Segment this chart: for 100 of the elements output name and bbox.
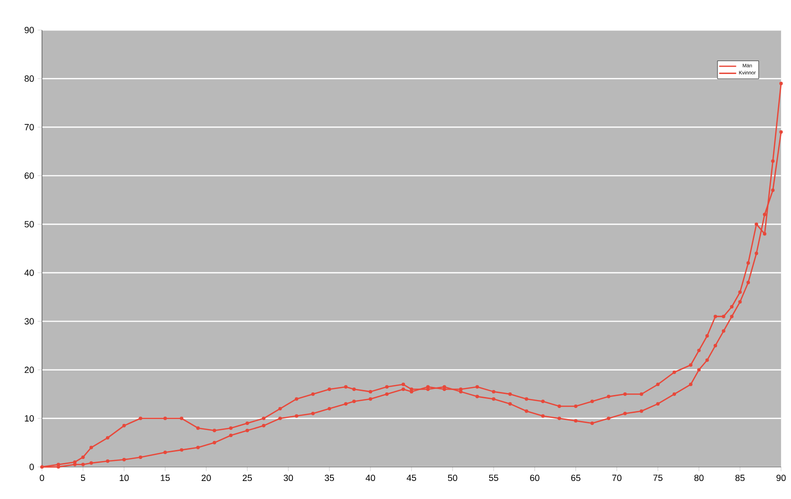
point: [344, 385, 348, 389]
point: [779, 82, 783, 86]
point: [508, 402, 512, 406]
point: [246, 422, 250, 426]
point: [229, 434, 233, 438]
point: [212, 428, 216, 432]
point: [762, 212, 766, 216]
point: [656, 382, 660, 386]
x-tick-label: 0: [40, 474, 44, 482]
point: [402, 382, 406, 386]
x-tick-label: 65: [571, 474, 580, 482]
y-tick-label: 20: [24, 366, 34, 374]
point: [623, 412, 627, 416]
point: [656, 402, 660, 406]
point: [278, 406, 282, 410]
point: [730, 305, 734, 309]
point: [762, 232, 766, 236]
point: [385, 392, 389, 396]
x-tick-label: 30: [284, 474, 293, 482]
point: [328, 388, 332, 392]
point: [294, 414, 298, 418]
point: [368, 397, 372, 401]
y-tick-label: 70: [24, 124, 34, 130]
point: [89, 461, 93, 465]
point: [352, 388, 356, 392]
point: [738, 290, 742, 294]
point: [492, 390, 496, 394]
point: [163, 450, 167, 454]
point: [754, 222, 758, 226]
point: [541, 400, 545, 404]
point: [746, 261, 750, 265]
point: [81, 462, 85, 466]
point: [714, 314, 718, 318]
point: [89, 446, 93, 450]
point: [623, 392, 627, 396]
point: [73, 462, 77, 466]
point: [640, 392, 644, 396]
x-tick-label: 75: [653, 474, 662, 481]
point: [606, 416, 610, 420]
point: [368, 390, 372, 394]
point: [426, 388, 430, 392]
y-tick-label: 90: [24, 26, 34, 34]
point: [697, 368, 701, 372]
point: [402, 388, 406, 392]
point: [541, 414, 545, 418]
point: [524, 397, 528, 401]
point: [705, 334, 709, 338]
point: [180, 416, 184, 420]
x-tick-label: 55: [489, 474, 498, 481]
point: [212, 440, 216, 444]
point: [475, 385, 479, 389]
point: [138, 416, 142, 420]
point: [278, 416, 282, 420]
point: [138, 455, 142, 459]
point: [508, 392, 512, 396]
point: [590, 422, 594, 426]
x-tick-label: 70: [612, 474, 622, 482]
point: [574, 404, 578, 408]
point: [328, 406, 332, 410]
y-tick-label: 50: [24, 221, 34, 228]
point: [56, 465, 60, 469]
x-tick-label: 40: [366, 474, 376, 482]
point: [697, 348, 701, 352]
point: [81, 455, 85, 459]
point: [163, 416, 167, 420]
point: [56, 462, 60, 466]
x-tick-label: 60: [530, 474, 540, 482]
point: [754, 252, 758, 256]
point: [558, 416, 562, 420]
point: [122, 424, 126, 428]
point: [730, 314, 734, 318]
point: [294, 397, 298, 401]
point: [311, 412, 315, 416]
point: [771, 159, 775, 163]
y-tick-label: 60: [24, 172, 34, 179]
point: [106, 436, 110, 440]
x-tick-label: 90: [776, 474, 786, 482]
point: [672, 370, 676, 374]
point: [106, 459, 110, 463]
y-tick-label: 10: [24, 415, 34, 422]
point: [229, 426, 233, 430]
point: [180, 448, 184, 452]
x-tick-label: 35: [324, 474, 334, 482]
x-tick-label: 5: [80, 474, 86, 481]
point: [558, 404, 562, 408]
point: [246, 428, 250, 432]
point: [738, 300, 742, 304]
x-tick-label: 10: [120, 474, 129, 482]
point: [722, 329, 726, 333]
x-tick-label: 20: [202, 474, 211, 482]
point: [574, 419, 578, 423]
x-tick-label: 15: [160, 474, 170, 481]
point: [688, 382, 692, 386]
point: [311, 392, 315, 396]
point: [746, 280, 750, 284]
x-tick-label: 85: [735, 474, 745, 482]
point: [492, 397, 496, 401]
y-tick-label: 0: [30, 464, 34, 470]
x-tick-label: 50: [448, 474, 458, 482]
x-tick-label: 80: [694, 474, 704, 482]
